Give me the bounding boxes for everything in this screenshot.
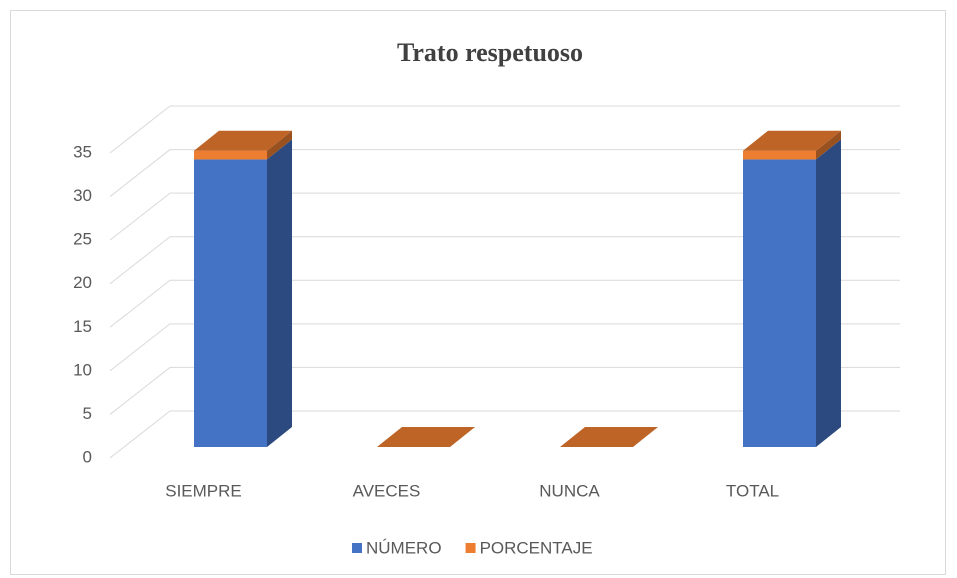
grid-line (109, 323, 171, 372)
y-tick-label: 15 (73, 317, 92, 336)
bar-segment (560, 427, 658, 447)
x-tick-label: TOTAL (726, 481, 779, 500)
bar-segment (194, 139, 292, 447)
bar-side (816, 130, 841, 160)
bar-segment (194, 130, 292, 160)
bar-top (194, 130, 292, 151)
legend-swatch (352, 543, 362, 553)
bar-top (560, 427, 658, 447)
legend-label: PORCENTAJE (480, 538, 593, 557)
bar-side (816, 139, 841, 447)
bar-side (267, 139, 292, 447)
bar-front (194, 150, 267, 160)
bar-segment (743, 130, 841, 160)
bar-front (743, 159, 816, 447)
y-tick-label: 35 (73, 142, 92, 161)
y-tick-label: 0 (83, 447, 92, 466)
grid-line (109, 105, 171, 154)
bar-top (743, 130, 841, 151)
y-tick-label: 5 (83, 404, 92, 423)
grid-line (109, 149, 171, 197)
bar-segment (743, 139, 841, 447)
grid-line (109, 410, 171, 459)
x-tick-label: SIEMPRE (165, 481, 242, 500)
bar-segment (377, 427, 475, 447)
grid-line (109, 367, 171, 415)
grid-line (109, 279, 171, 328)
legend-label: NÚMERO (366, 538, 442, 557)
x-tick-label: AVECES (353, 481, 421, 500)
grid-line (109, 236, 171, 285)
chart-title: Trato respetuoso (397, 38, 583, 67)
bar-front (194, 159, 267, 447)
y-tick-label: 30 (73, 186, 92, 205)
y-tick-label: 25 (73, 230, 92, 249)
grid-line (109, 192, 171, 241)
legend-swatch (465, 543, 476, 553)
y-tick-label: 20 (73, 273, 92, 292)
bar-front (743, 150, 816, 160)
x-tick-label: NUNCA (539, 481, 600, 500)
bar-side (267, 130, 292, 160)
bar-top (377, 427, 475, 447)
y-tick-label: 10 (73, 360, 92, 379)
